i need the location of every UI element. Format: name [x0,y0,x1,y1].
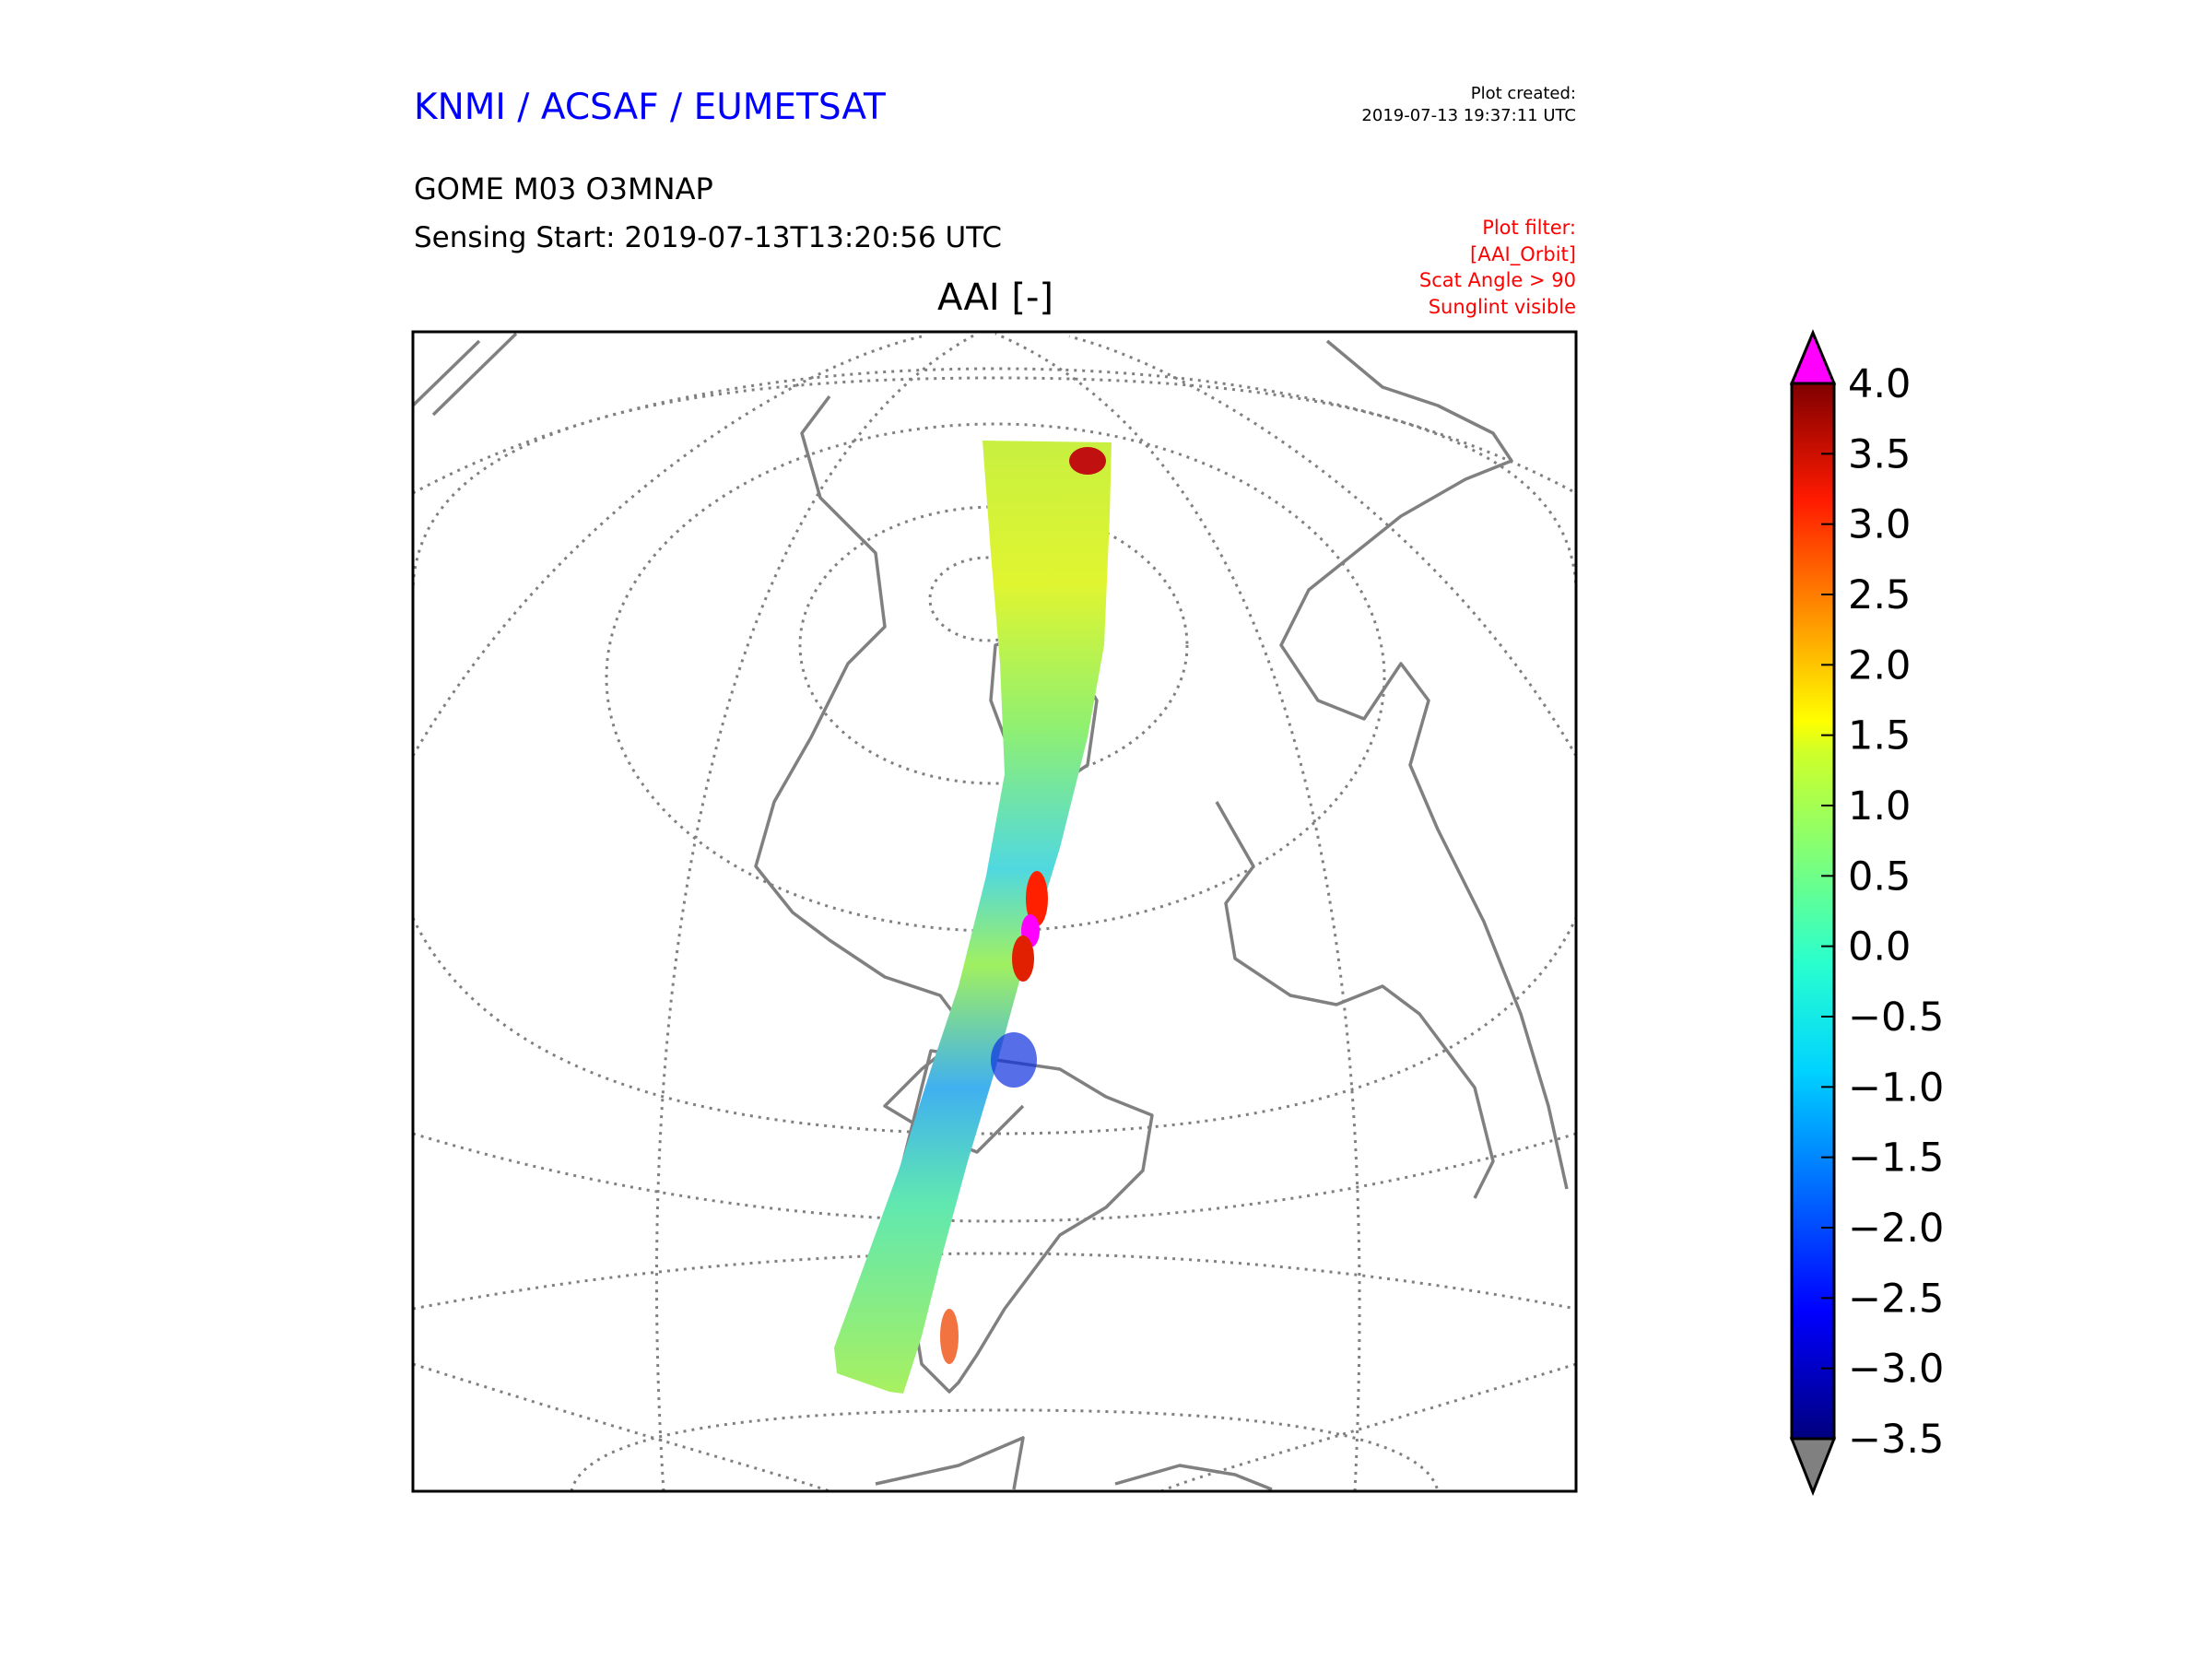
plot-title: AAI [-] [937,276,1053,319]
colorbar-tick-label: 0.0 [1848,924,1911,971]
colorbar-tick-label: 3.0 [1848,502,1911,548]
colorbar-tick-label: −3.0 [1848,1347,1944,1393]
map-frame [411,330,1578,1493]
swath-fill [834,441,1112,1394]
plot-created: Plot created: 2019-07-13 19:37:11 UTC [1361,83,1576,127]
low-aai-area [991,1032,1037,1088]
sensing-start: Sensing Start: 2019-07-13T13:20:56 UTC [414,221,1002,254]
map-area [413,332,1576,1491]
plot-created-value: 2019-07-13 19:37:11 UTC [1361,106,1576,125]
colorbar-gradient [1790,382,1836,1441]
colorbar-tick-label: −2.0 [1848,1206,1944,1252]
colorbar-tick-label: 1.0 [1848,783,1911,830]
colorbar-tick-label: 2.5 [1848,572,1911,618]
graticule [413,332,1576,1491]
aerosol-plume [1012,935,1034,982]
aerosol-plume [940,1309,959,1364]
colorbar-extend-over [1789,329,1837,385]
colorbar-tick-label: −1.0 [1848,1065,1944,1111]
organisation-title: KNMI / ACSAF / EUMETSAT [414,87,886,128]
colorbar: 4.0 3.5 3.0 2.5 2.0 1.5 1.0 0.5 0.0 −0.5 −1.0 −1.5 −… [1789,329,1944,1497]
filter-line: [AAI_Orbit] [1470,242,1576,265]
plot-created-label: Plot created: [1470,84,1576,103]
filter-line: Sunglint visible [1428,296,1576,319]
colorbar-tick-label: 3.5 [1848,431,1911,477]
colorbar-tick-label: 4.0 [1848,361,1911,407]
filter-line: Plot filter: [1482,217,1576,239]
plot-filter: Plot filter: [AAI_Orbit] Scat Angle > 90… [1419,215,1576,321]
colorbar-tick-label: 1.5 [1848,713,1911,759]
colorbar-extend-under [1789,1437,1837,1497]
colorbar-tick-label: −3.5 [1848,1417,1944,1463]
aai-swath [834,441,1112,1394]
colorbar-tick-label: 0.5 [1848,853,1911,900]
aerosol-plume [1069,447,1106,475]
product-title: GOME M03 O3MNAP [414,171,713,206]
colorbar-tick-label: −2.5 [1848,1276,1944,1322]
colorbar-tick-label: −1.5 [1848,1135,1944,1182]
colorbar-tick-label: −0.5 [1848,994,1944,1041]
colorbar-tick-label: 2.0 [1848,642,1911,688]
aerosol-plume [1026,871,1048,926]
filter-line: Scat Angle > 90 [1418,269,1576,292]
